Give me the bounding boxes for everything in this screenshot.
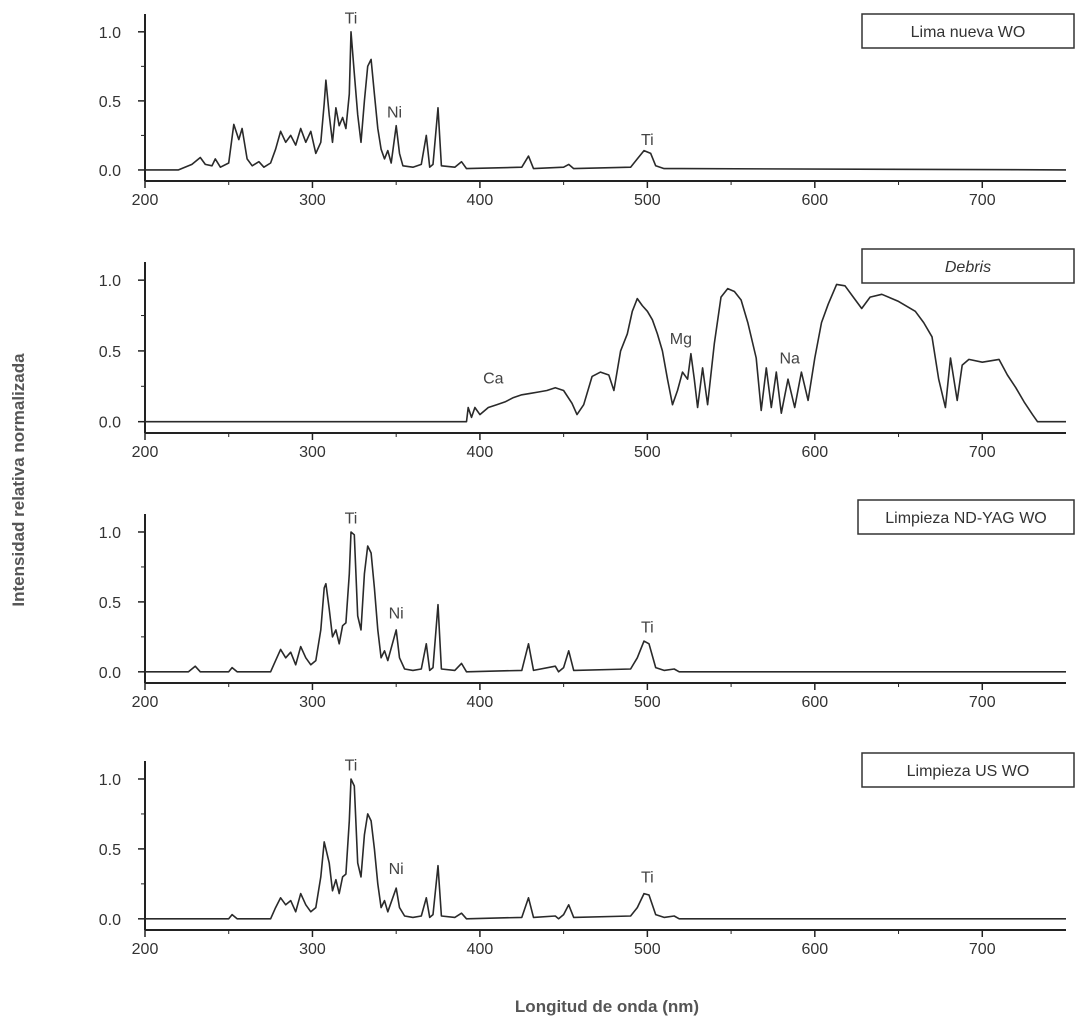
y-tick-label: 1.0 — [99, 525, 121, 542]
y-tick-label: 1.0 — [99, 772, 121, 789]
y-tick-label: 0.5 — [99, 842, 121, 859]
x-tick-label: 600 — [801, 444, 828, 461]
legend-frame — [861, 752, 1075, 788]
y-tick-label: 0.5 — [99, 595, 121, 612]
y-tick-label: 0.0 — [99, 912, 121, 929]
x-tick-label: 700 — [969, 694, 996, 711]
x-tick-label: 700 — [969, 941, 996, 958]
x-tick-label: 600 — [801, 941, 828, 958]
peak-label: Ti — [641, 132, 654, 149]
x-tick-label: 500 — [634, 694, 661, 711]
peak-label: Ti — [641, 869, 654, 886]
peak-label: Ni — [389, 606, 404, 623]
spectrum-line-2 — [145, 283, 1066, 423]
peak-label: Ca — [483, 370, 504, 387]
spectrum-panel-4: 200 300 400 500 600 700 0.0 0.5 1.0 Ti Ni Ti Limpiez… — [99, 752, 1075, 958]
x-tick-label: 200 — [132, 192, 159, 209]
x-tick-label: 400 — [467, 941, 494, 958]
spectrum-panel-3: 200 300 400 500 600 700 0.0 0.5 1.0 Ti Ni Ti Limpiez… — [99, 499, 1075, 711]
peak-label: Ti — [345, 11, 358, 28]
x-tick-label: 300 — [299, 444, 326, 461]
legend-frame — [857, 499, 1075, 535]
x-axis-title: Longitud de onda (nm) — [515, 997, 699, 1016]
legend-label: Limpieza ND-YAG WO — [885, 510, 1047, 527]
x-tick-label: 200 — [132, 941, 159, 958]
peak-label: Ti — [345, 758, 358, 775]
x-tick-label: 200 — [132, 444, 159, 461]
legend-box: Debris — [861, 248, 1075, 284]
spectrum-line-3 — [145, 531, 1066, 673]
x-tick-label: 400 — [467, 444, 494, 461]
peak-label: Ti — [345, 511, 358, 528]
x-tick-label: 200 — [132, 694, 159, 711]
y-tick-label: 0.0 — [99, 665, 121, 682]
spectrum-panel-1: 200 300 400 500 600 700 0.0 0.5 1.0 Ti Ni Ti Lima nu… — [99, 11, 1075, 209]
legend-box: Lima nueva WO — [861, 13, 1075, 49]
legend-frame — [861, 248, 1075, 284]
y-axis-title: Intensidad relativa normalizada — [9, 353, 28, 607]
peak-label: Na — [779, 351, 800, 368]
legend-box: Limpieza ND-YAG WO — [857, 499, 1075, 535]
spectra-panels: 200 300 400 500 600 700 0.0 0.5 1.0 Ti Ni Ti Lima nu… — [99, 11, 1075, 958]
y-tick-label: 0.0 — [99, 415, 121, 432]
x-tick-label: 500 — [634, 192, 661, 209]
peak-label: Ni — [389, 861, 404, 878]
x-tick-label: 400 — [467, 694, 494, 711]
y-tick-label: 0.5 — [99, 94, 121, 111]
x-tick-label: 700 — [969, 192, 996, 209]
peak-label: Mg — [670, 331, 692, 348]
legend-label: Lima nueva WO — [911, 24, 1026, 41]
x-tick-label: 400 — [467, 192, 494, 209]
peak-label: Ti — [641, 620, 654, 637]
legend-box: Limpieza US WO — [861, 752, 1075, 788]
peak-label: Ni — [387, 104, 402, 121]
x-tick-label: 500 — [634, 941, 661, 958]
x-tick-label: 700 — [969, 444, 996, 461]
legend-label: Debris — [945, 259, 991, 276]
x-tick-label: 300 — [299, 941, 326, 958]
x-tick-label: 600 — [801, 192, 828, 209]
y-tick-label: 0.5 — [99, 344, 121, 361]
legend-frame — [861, 13, 1075, 49]
x-tick-label: 500 — [634, 444, 661, 461]
y-tick-label: 1.0 — [99, 25, 121, 42]
legend-label: Limpieza US WO — [907, 763, 1030, 780]
x-tick-label: 300 — [299, 192, 326, 209]
spectrum-line-1 — [145, 31, 1067, 171]
y-tick-label: 0.0 — [99, 163, 121, 180]
x-tick-label: 600 — [801, 694, 828, 711]
y-tick-label: 1.0 — [99, 273, 121, 290]
spectrum-panel-2: 200 300 400 500 600 700 0.0 0.5 1.0 Ca Mg Na Debris — [99, 248, 1075, 461]
x-tick-label: 300 — [299, 694, 326, 711]
spectrum-line-4 — [145, 778, 1066, 920]
